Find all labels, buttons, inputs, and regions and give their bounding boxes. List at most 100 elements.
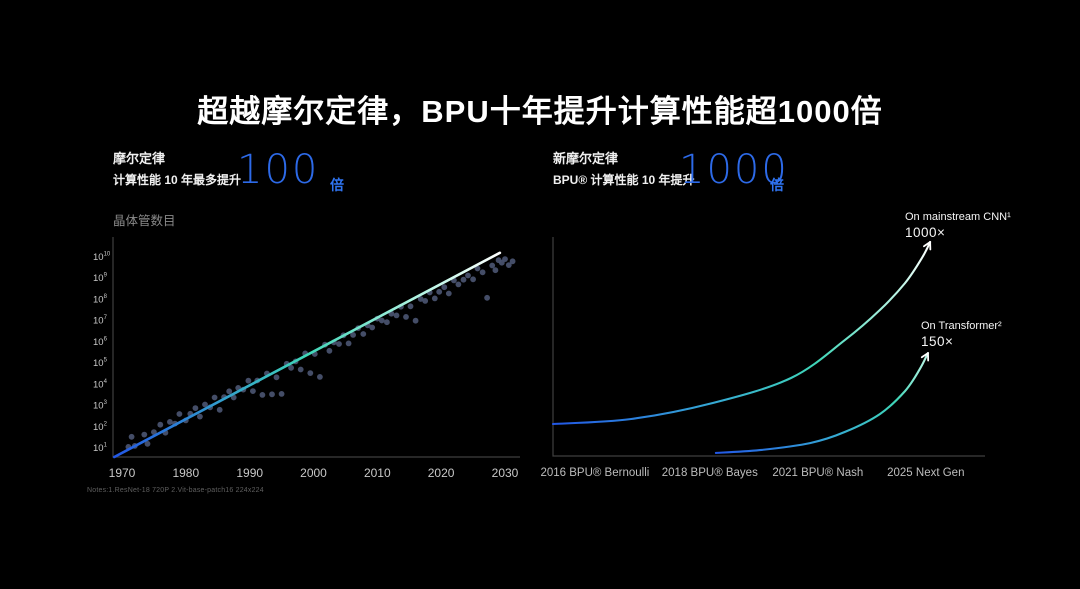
x-tick-label: 1980 <box>172 466 199 480</box>
moore-law-panel: 摩尔定律 计算性能 10 年最多提升 100 倍 <box>113 146 543 208</box>
moore-law-description: 计算性能 10 年最多提升 <box>113 173 242 187</box>
cnn-annotation-multiplier: 1000× <box>905 225 946 240</box>
y-tick-label: 1010 <box>93 252 111 264</box>
transformer-annotation: On Transformer² 150× <box>921 320 1002 349</box>
moore-law-name: 摩尔定律 <box>113 151 166 166</box>
y-tick-label: 102 <box>93 421 108 433</box>
y-tick-label: 104 <box>93 379 108 391</box>
scatter-point <box>278 391 285 397</box>
y-tick-label: 106 <box>93 336 108 348</box>
scatter-point <box>470 276 476 283</box>
scatter-point <box>417 296 424 302</box>
x-tick-label: 1990 <box>236 466 263 480</box>
scatter-point <box>445 290 452 297</box>
scatter-point <box>455 281 462 288</box>
y-tick-label: 101 <box>93 443 108 455</box>
transformer-annotation-label: On Transformer² <box>921 320 1002 332</box>
scatter-point <box>226 388 233 395</box>
scatter-point <box>192 405 199 411</box>
moore-law-multiplier-unit: 倍 <box>330 177 344 193</box>
scatter-point <box>245 377 252 384</box>
scatter-point <box>307 370 314 376</box>
scatter-point <box>384 319 390 326</box>
new-moore-law-multiplier: 1000 <box>679 147 789 193</box>
scatter-point <box>144 440 151 447</box>
scatter-point <box>345 340 352 347</box>
y-tick-label: 108 <box>93 294 108 306</box>
bpu-category-label: 2021 BPU® Nash <box>772 467 863 479</box>
scatter-point <box>509 258 516 265</box>
scatter-point <box>336 341 342 347</box>
x-tick-label: 2020 <box>428 466 455 480</box>
scatter-point <box>151 429 157 435</box>
scatter-point <box>393 312 400 319</box>
scatter-point <box>259 392 266 398</box>
x-tick-label: 2010 <box>364 466 391 480</box>
cnn-curve <box>551 240 932 426</box>
scatter-point <box>216 406 223 413</box>
y-tick-label: 103 <box>93 400 108 412</box>
scatter-point <box>202 401 208 408</box>
scatter-point <box>489 262 496 269</box>
scatter-point <box>141 431 148 438</box>
scatter-point <box>360 331 367 337</box>
scatter-point <box>502 256 508 262</box>
scatter-point <box>273 374 280 381</box>
scatter-point <box>250 388 256 394</box>
scatter-point <box>197 413 203 420</box>
bpu-category-label: 2025 Next Gen <box>887 467 964 479</box>
scatter-point <box>505 262 512 268</box>
cnn-curve-arrow <box>923 241 932 248</box>
y-tick-label: 109 <box>93 273 108 285</box>
scatter-point <box>317 374 323 380</box>
scatter-point <box>407 303 414 310</box>
x-tick-label: 2030 <box>492 466 519 480</box>
transformer-curve <box>714 352 930 454</box>
scatter-point <box>484 294 490 301</box>
scatter-point <box>436 288 443 295</box>
scatter-point <box>474 265 481 272</box>
scatter-point <box>378 317 385 324</box>
transistor-count-label: 晶体管数目 <box>113 214 176 228</box>
scatter-point <box>412 317 419 324</box>
scatter-point <box>479 269 486 276</box>
cnn-annotation-label: On mainstream CNN¹ <box>905 211 1011 223</box>
scatter-point <box>176 411 183 417</box>
scatter-point <box>369 324 376 331</box>
scatter-point <box>128 433 135 440</box>
slide-title: 超越摩尔定律，BPU十年提升计算性能超1000倍 <box>197 94 883 129</box>
new-moore-law-description: BPU® 计算性能 10 年提升 <box>553 173 695 187</box>
footnote: Notes:1.ResNet-18 720P 2.Vit-base-patch1… <box>87 487 264 494</box>
scatter-point <box>431 295 438 302</box>
x-tick-label: 2000 <box>300 466 327 480</box>
y-tick-label: 105 <box>93 358 108 370</box>
cnn-annotation: On mainstream CNN¹ 1000× <box>905 211 1011 240</box>
scatter-point <box>230 394 237 401</box>
new-moore-law-name: 新摩尔定律 <box>553 151 619 166</box>
scatter-point <box>167 419 173 425</box>
scatter-point <box>326 347 333 354</box>
scatter-point <box>157 421 164 428</box>
scatter-point <box>211 394 218 401</box>
transformer-annotation-multiplier: 150× <box>921 334 954 349</box>
scatter-point <box>297 366 304 373</box>
x-tick-label: 1970 <box>109 466 136 480</box>
bpu-category-label: 2016 BPU® Bernoulli <box>540 467 649 479</box>
moore-trend-line <box>113 251 502 459</box>
bpu-chart-axes <box>552 237 985 457</box>
scatter-point <box>492 267 499 274</box>
scatter-point <box>269 391 275 398</box>
scatter-point <box>350 332 356 338</box>
bpu-category-label: 2018 BPU® Bayes <box>662 467 758 479</box>
new-moore-law-multiplier-unit: 倍 <box>770 177 784 193</box>
transformer-curve-arrow <box>920 352 929 359</box>
moore-law-multiplier: 100 <box>237 147 320 193</box>
scatter-point <box>465 272 471 279</box>
y-tick-label: 107 <box>93 315 108 327</box>
scatter-point <box>422 298 429 304</box>
new-moore-law-panel: 新摩尔定律 BPU® 计算性能 10 年提升 1000 倍 <box>553 146 993 208</box>
scatter-point <box>403 314 409 320</box>
scatter-points <box>125 256 516 450</box>
